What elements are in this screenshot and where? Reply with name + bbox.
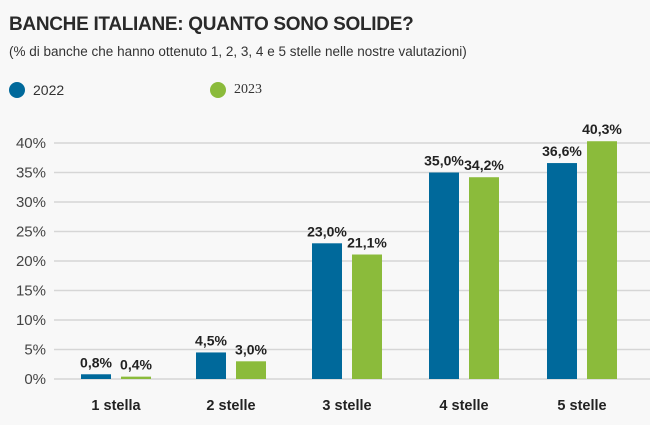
data-label: 0,4%: [120, 357, 152, 373]
x-category-label: 5 stelle: [557, 398, 606, 414]
bar-2023-1: [121, 376, 151, 379]
legend-label: 2023: [234, 82, 262, 97]
data-label: 4,5%: [195, 332, 227, 348]
chart-subtitle: (% di banche che hanno ottenuto 1, 2, 3,…: [9, 44, 467, 59]
bar-2023-5: [587, 141, 617, 379]
y-tick-label: 20%: [16, 253, 46, 270]
bar-2022-4: [429, 172, 459, 379]
x-category-label: 4 stelle: [439, 398, 488, 414]
chart-title: BANCHE ITALIANE: QUANTO SONO SOLIDE?: [9, 14, 414, 35]
bar-2023-2: [236, 361, 266, 379]
legend-item-2022: 2022: [9, 82, 64, 98]
data-label: 3,0%: [235, 341, 267, 357]
legend-label: 2022: [33, 82, 65, 98]
y-tick-label: 40%: [16, 135, 46, 152]
y-tick-label: 35%: [16, 165, 46, 182]
x-category-label: 2 stelle: [206, 398, 255, 414]
legend-swatch-icon: [9, 82, 25, 98]
data-label: 21,1%: [347, 235, 387, 251]
data-label: 0,8%: [80, 354, 112, 370]
bar-2023-3: [352, 254, 382, 379]
legend-item-2023: 2023: [210, 82, 262, 98]
bar-2022-1: [81, 374, 111, 379]
data-label: 35,0%: [424, 153, 464, 169]
bar-2023-4: [469, 177, 499, 379]
data-label: 23,0%: [307, 223, 347, 239]
bar-2022-2: [196, 352, 226, 379]
bar-2022-3: [312, 243, 342, 379]
y-tick-label: 15%: [16, 283, 46, 300]
legend-swatch-icon: [210, 82, 226, 98]
y-tick-label: 30%: [16, 194, 46, 211]
y-tick-label: 5%: [24, 342, 46, 359]
x-category-label: 1 stella: [91, 398, 141, 414]
y-tick-label: 0%: [24, 371, 46, 388]
data-label: 40,3%: [582, 121, 622, 137]
x-category-label: 3 stelle: [322, 398, 371, 414]
y-tick-label: 25%: [16, 224, 46, 241]
y-tick-label: 10%: [16, 312, 46, 329]
bar-2022-5: [547, 163, 577, 379]
data-label: 34,2%: [464, 157, 504, 173]
data-label: 36,6%: [542, 143, 582, 159]
